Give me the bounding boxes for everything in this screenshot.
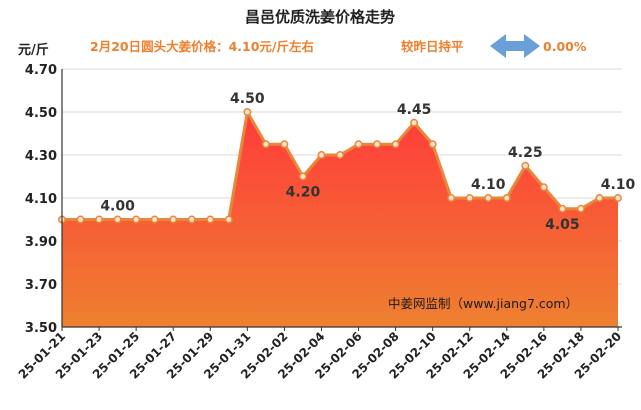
data-point bbox=[113, 215, 122, 224]
data-label: 4.50 bbox=[230, 91, 265, 107]
data-point bbox=[280, 140, 289, 149]
data-point bbox=[150, 215, 159, 224]
chart-title: 昌邑优质洗姜价格走势 bbox=[245, 8, 395, 26]
data-point bbox=[576, 204, 585, 213]
data-point bbox=[539, 183, 548, 192]
data-point bbox=[373, 140, 382, 149]
y-tick-label: 4.70 bbox=[25, 63, 57, 78]
data-point bbox=[336, 151, 344, 159]
data-point bbox=[558, 204, 567, 213]
data-point bbox=[447, 194, 456, 202]
data-label: 4.00 bbox=[100, 199, 135, 215]
change-value: 0.00% bbox=[543, 39, 587, 54]
data-point bbox=[298, 172, 307, 181]
y-tick-label: 3.50 bbox=[25, 321, 57, 336]
data-label: 4.10 bbox=[471, 177, 506, 193]
data-point bbox=[187, 215, 196, 224]
data-point bbox=[614, 194, 622, 202]
data-point bbox=[224, 215, 233, 224]
data-label: 4.45 bbox=[397, 102, 432, 118]
data-point bbox=[502, 194, 511, 202]
data-point bbox=[391, 140, 400, 149]
data-point bbox=[95, 215, 104, 224]
price-note: 2月20日圆头大姜价格：4.10元/斤左右 bbox=[90, 39, 314, 54]
data-markers bbox=[58, 108, 622, 224]
data-point bbox=[317, 151, 326, 159]
data-label: 4.10 bbox=[601, 177, 636, 193]
y-tick-label: 3.90 bbox=[25, 235, 57, 250]
y-tick-label: 4.10 bbox=[25, 192, 57, 207]
data-point bbox=[428, 140, 437, 149]
compare-label: 较昨日持平 bbox=[401, 39, 464, 54]
x-tick-labels: 25-01-2125-01-2325-01-2525-01-2725-01-29… bbox=[16, 327, 624, 382]
data-label: 4.05 bbox=[545, 217, 580, 233]
data-point bbox=[465, 194, 474, 202]
price-area bbox=[62, 112, 618, 327]
data-point bbox=[261, 140, 270, 149]
y-tick-labels: 3.50 3.70 3.90 4.10 4.30 4.50 4.70 bbox=[25, 63, 57, 336]
y-axis-label: 元/斤 bbox=[18, 42, 49, 58]
data-point bbox=[484, 194, 493, 202]
y-tick-label: 4.30 bbox=[25, 149, 57, 164]
data-labels: 4.004.504.204.454.104.254.054.10 bbox=[100, 91, 635, 233]
data-point bbox=[206, 215, 215, 224]
data-point bbox=[132, 215, 141, 224]
data-point bbox=[521, 161, 530, 170]
data-point bbox=[169, 215, 178, 224]
double-arrow-icon bbox=[490, 34, 540, 58]
data-point bbox=[76, 215, 85, 224]
y-tick-label: 4.50 bbox=[25, 106, 57, 121]
y-tick-label: 3.70 bbox=[25, 278, 57, 293]
data-label: 4.20 bbox=[286, 185, 321, 201]
data-point bbox=[595, 194, 604, 202]
data-point bbox=[354, 140, 363, 149]
data-point bbox=[410, 118, 419, 127]
data-point bbox=[243, 108, 252, 116]
watermark: 中姜网监制（www.jiang7.com） bbox=[388, 296, 578, 311]
data-label: 4.25 bbox=[508, 145, 543, 161]
